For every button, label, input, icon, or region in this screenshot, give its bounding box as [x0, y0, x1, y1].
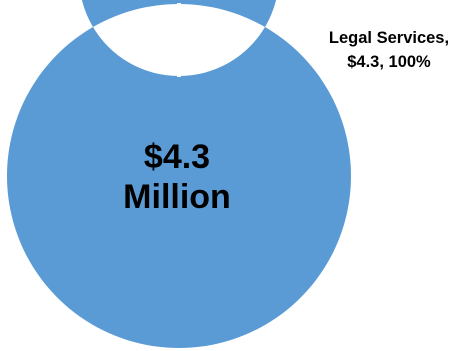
- slices-layer: [7, 0, 351, 348]
- slice-legal-services: [7, 0, 351, 348]
- center-total-unit: Million: [123, 178, 231, 216]
- labels-layer: Legal Services, $4.3, 100%: [329, 29, 449, 71]
- data-label-line2: $4.3, 100%: [347, 53, 431, 71]
- center-total-value: $4.3: [144, 138, 210, 176]
- data-label-line1: Legal Services,: [329, 29, 449, 47]
